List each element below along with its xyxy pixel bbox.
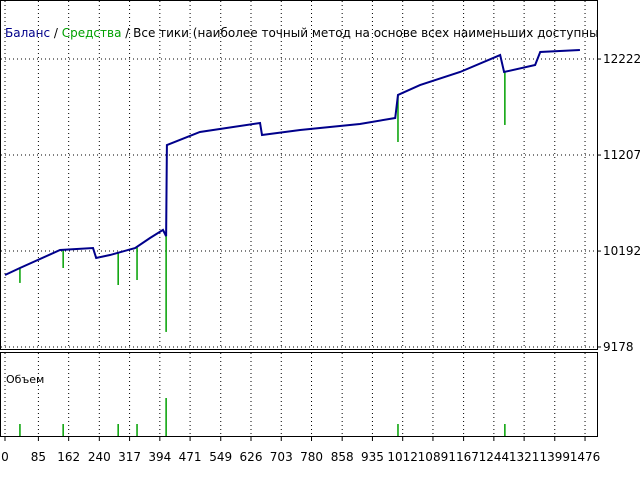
x-tick-label: 703 [270, 450, 293, 464]
x-tick-label: 1089 [418, 450, 449, 464]
y-tick-label: 11207 [603, 148, 640, 162]
main-frame [0, 0, 598, 350]
x-tick-label: 858 [331, 450, 354, 464]
x-tick-label: 0 [1, 450, 9, 464]
x-tick-label: 1012 [387, 450, 418, 464]
volume-frame [0, 352, 598, 437]
x-tick-label: 394 [148, 450, 171, 464]
x-tick-label: 317 [118, 450, 141, 464]
x-tick-label: 1476 [570, 450, 601, 464]
legend: Баланс / Средства / Все тики (наиболее т… [5, 26, 640, 40]
legend-balance: Баланс [5, 26, 50, 40]
x-tick-label: 626 [240, 450, 263, 464]
x-tick-label: 85 [31, 450, 46, 464]
x-tick-label: 240 [88, 450, 111, 464]
y-tick-label: 12222 [603, 52, 640, 66]
x-tick-label: 471 [179, 450, 202, 464]
y-tick-label: 9178 [603, 340, 634, 354]
volume-label: Объем [6, 373, 44, 386]
legend-equity: Средства [62, 26, 122, 40]
x-tick-label: 162 [57, 450, 80, 464]
x-tick-label: 935 [361, 450, 384, 464]
x-tick-label: 1244 [479, 450, 510, 464]
x-tick-label: 1321 [509, 450, 540, 464]
x-tick-label: 1167 [448, 450, 479, 464]
balance-line [4, 49, 580, 276]
x-tick-label: 1399 [539, 450, 570, 464]
x-tick-label: 780 [300, 450, 323, 464]
x-tick-label: 549 [209, 450, 232, 464]
legend-mode: Все тики (наиболее точный метод на основ… [133, 26, 640, 40]
y-tick-label: 10192 [603, 244, 640, 258]
